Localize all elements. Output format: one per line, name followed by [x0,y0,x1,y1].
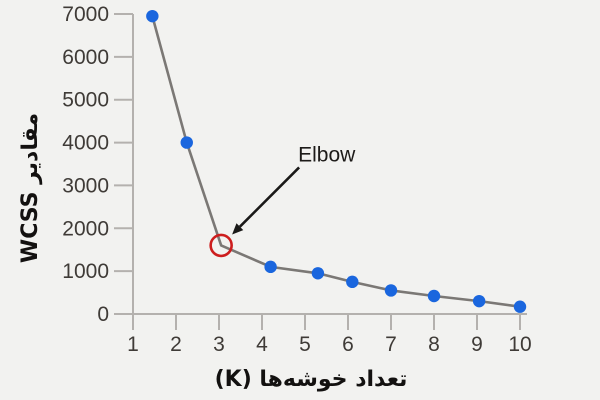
y-tick-label: 6000 [62,46,109,69]
x-axis-label: تعداد خوشه‌ها (K) [215,367,408,392]
x-tick-label: 7 [385,333,397,356]
x-tick-label: 3 [213,333,225,356]
x-tick-label: 10 [508,333,531,356]
y-tick-label: 0 [97,303,109,326]
wcss-line [151,14,522,309]
data-point [264,260,277,274]
data-point [346,275,359,289]
x-tick-label: 4 [256,333,268,356]
data-point [427,289,441,303]
x-tick-label: 5 [299,333,311,356]
y-tick-label: 2000 [62,217,109,240]
y-tick-label: 1000 [62,260,109,283]
y-tick-label: 7000 [62,3,109,26]
x-tick-label: 9 [471,333,483,356]
data-point [513,300,527,313]
x-tick-label: 8 [428,333,440,356]
data-point [146,9,159,23]
x-tick-label: 2 [170,333,182,356]
y-tick-label: 5000 [62,89,109,112]
elbow-label: Elbow [298,143,356,166]
x-tick-label: 1 [127,333,139,356]
y-tick-label: 4000 [62,132,109,155]
elbow-arrowhead [232,223,244,235]
y-tick-label: 3000 [62,174,109,197]
data-point [311,267,325,280]
axes [132,14,527,315]
data-point [472,294,486,308]
data-point [384,284,398,297]
x-tick-label: 6 [342,333,354,356]
y-axis-label: مقادیر WCSS [18,113,43,263]
data-point [180,136,193,149]
elbow-arrow-line [238,166,301,228]
elbow-ring [209,233,233,258]
